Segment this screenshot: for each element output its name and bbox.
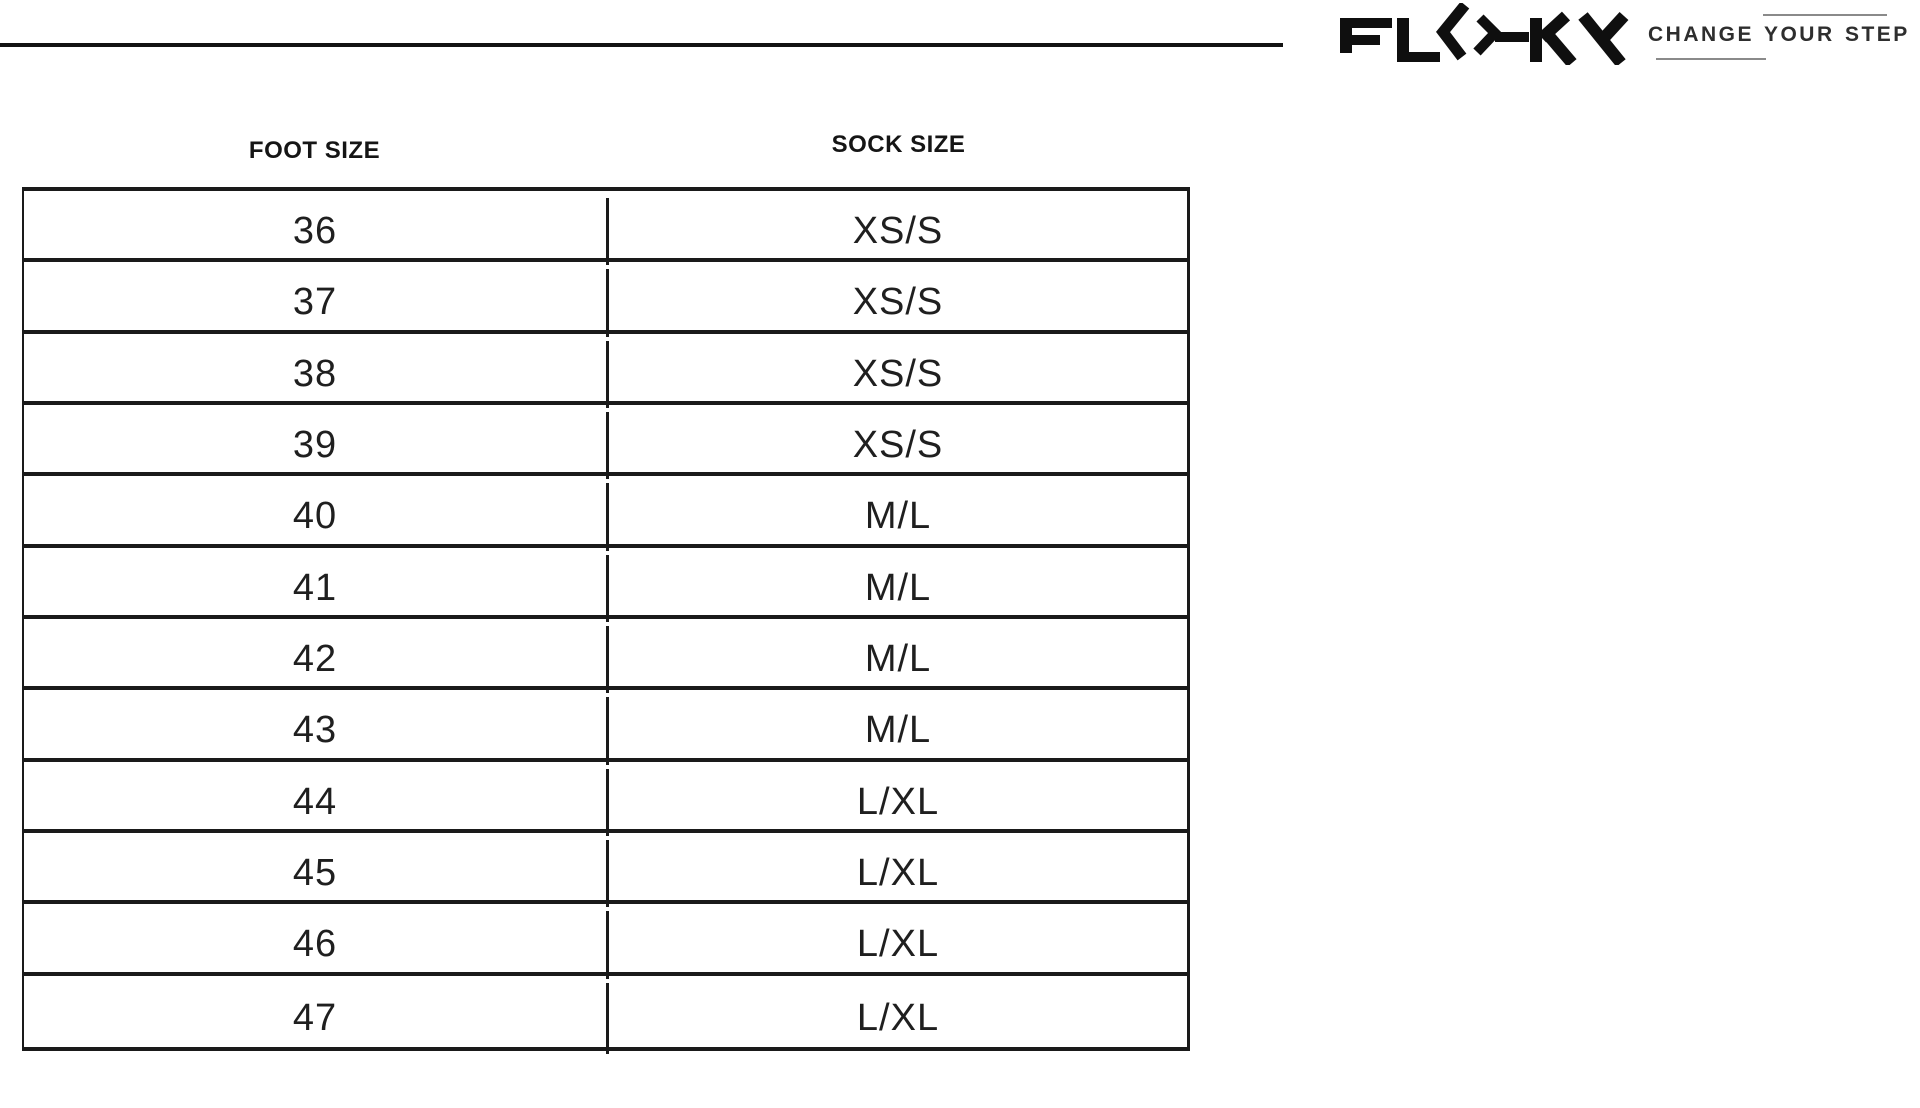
floky-logo-letters (1340, 18, 1542, 62)
header-rule (0, 43, 1283, 47)
table-row: 45 L/XL (24, 833, 1187, 908)
sock-size-cell: L/XL (856, 852, 940, 895)
tagline-rule-top (1763, 14, 1887, 16)
table-row: 46 L/XL (24, 904, 1187, 979)
sock-size-cell: M/L (864, 495, 932, 538)
foot-size-cell: 40 (24, 483, 609, 551)
foot-size-cell: 42 (24, 626, 609, 694)
sock-size-cell: XS/S (852, 210, 944, 253)
floky-logo-ky-strokes (1537, 11, 1629, 65)
brand-tagline: CHANGE YOUR STEP (1648, 23, 1910, 46)
foot-size-cell: 39 (24, 412, 609, 480)
floky-logo-diamond (1436, 3, 1529, 61)
sock-size-cell: XS/S (852, 424, 944, 467)
foot-size-cell: 45 (24, 840, 609, 908)
foot-size-cell: 46 (24, 911, 609, 979)
foot-size-cell: 41 (24, 554, 609, 622)
table-row: 37 XS/S (24, 262, 1187, 337)
foot-size-cell: 38 (24, 340, 609, 408)
column-header-sock-size: SOCK SIZE (831, 131, 966, 158)
sock-size-cell: L/XL (856, 923, 940, 966)
column-header-foot-size: FOOT SIZE (248, 137, 381, 164)
sock-size-cell: M/L (864, 638, 932, 681)
floky-logo: FLOKY (1340, 3, 1629, 65)
foot-size-cell: 37 (24, 269, 609, 337)
sock-size-cell: L/XL (856, 996, 940, 1039)
tagline-rule-bottom (1656, 58, 1766, 60)
table-row: 36 XS/S (24, 191, 1187, 266)
foot-size-cell: 47 (24, 982, 609, 1054)
table-row: 47 L/XL (24, 976, 1187, 1054)
sock-size-cell: M/L (864, 566, 932, 609)
table-row: 42 M/L (24, 619, 1187, 694)
table-row: 43 M/L (24, 690, 1187, 765)
foot-size-cell: 36 (24, 198, 609, 266)
table-row: 44 L/XL (24, 762, 1187, 836)
table-row: 41 M/L (24, 548, 1187, 622)
sock-size-cell: XS/S (852, 281, 944, 324)
table-row: 40 M/L (24, 476, 1187, 551)
sock-size-cell: XS/S (852, 352, 944, 395)
sock-size-cell: L/XL (856, 780, 940, 823)
foot-size-cell: 44 (24, 768, 609, 836)
sock-size-cell: M/L (864, 709, 932, 752)
size-conversion-table: 36 XS/S 37 XS/S 38 XS/S 39 XS/S 40 M/L 4… (22, 187, 1190, 1054)
table-row: 39 XS/S (24, 405, 1187, 480)
foot-size-cell: 43 (24, 697, 609, 765)
table-row: 38 XS/S (24, 334, 1187, 408)
logo-text: FLOKY (0, 0, 1, 1)
